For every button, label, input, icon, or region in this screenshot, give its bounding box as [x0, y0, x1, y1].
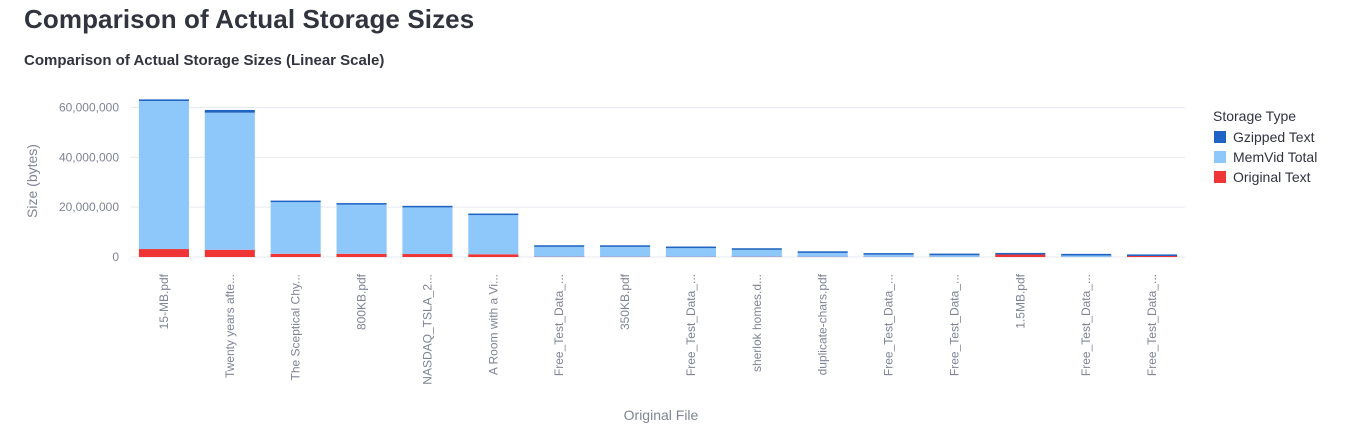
x-tick-label: A Room with a Vi...: [486, 274, 500, 375]
x-axis-ticks: 15-MB.pdf Twenty years afte... The Sceptic…: [157, 273, 1159, 384]
x-axis-title: Original File: [624, 407, 699, 423]
y-tick-label: 60,000,000: [59, 100, 119, 114]
bar-gzipped-text[interactable]: [1127, 254, 1178, 257]
x-tick-label: 15-MB.pdf: [157, 273, 171, 329]
bar-gzipped-text[interactable]: [1061, 253, 1112, 256]
x-tick-label: NASDAQ_TSLA_2...: [420, 274, 434, 385]
bar-memvid-total[interactable]: [402, 207, 453, 255]
y-axis-ticks: 0 20,000,000 40,000,000 60,000,000: [59, 100, 119, 264]
bar-original-text[interactable]: [468, 254, 519, 258]
bar-original-text[interactable]: [1127, 255, 1178, 258]
x-tick-label: Free_Test_Data_...: [1079, 274, 1093, 376]
x-tick-label: Free_Test_Data_...: [552, 274, 566, 376]
x-tick-label: The Sceptical Chy...: [289, 274, 303, 381]
legend-title: Storage Type: [1213, 108, 1296, 124]
y-tick-label: 20,000,000: [59, 200, 119, 214]
x-tick-label: duplicate-chars.pdf: [816, 273, 830, 375]
bar-memvid-total[interactable]: [863, 254, 914, 257]
bar-gzipped-text[interactable]: [797, 251, 848, 253]
bar-memvid-total[interactable]: [336, 204, 387, 254]
bar-gzipped-text[interactable]: [929, 253, 980, 256]
bar-memvid-total[interactable]: [929, 255, 980, 257]
x-tick-label: sherlok homes.d...: [750, 274, 764, 372]
bar-original-text[interactable]: [336, 253, 387, 258]
legend-item-label: MemVid Total: [1233, 149, 1317, 165]
legend: Storage Type Gzipped Text MemVid Total Ori…: [1213, 108, 1317, 185]
bar-memvid-total[interactable]: [534, 246, 585, 257]
legend-swatch: [1214, 151, 1226, 163]
bar-gzipped-text[interactable]: [270, 200, 321, 203]
legend-item-label: Original Text: [1233, 169, 1311, 185]
legend-swatch: [1214, 171, 1226, 183]
bar-gzipped-text[interactable]: [402, 205, 453, 208]
bar-original-text[interactable]: [270, 253, 321, 258]
bar-gzipped-text[interactable]: [336, 203, 387, 205]
legend-swatch: [1214, 131, 1226, 143]
x-tick-label: Twenty years afte...: [223, 274, 237, 378]
bar-original-text[interactable]: [204, 249, 255, 258]
x-tick-label: 800KB.pdf: [355, 273, 369, 330]
bar-gzipped-text[interactable]: [665, 246, 716, 249]
bar-memvid-total[interactable]: [797, 252, 848, 257]
y-axis-title: Size (bytes): [24, 144, 40, 218]
bar-original-text[interactable]: [402, 254, 453, 258]
bar-gzipped-text[interactable]: [995, 252, 1046, 255]
bar-memvid-total[interactable]: [270, 202, 321, 254]
page-title: Comparison of Actual Storage Sizes: [24, 4, 475, 34]
bar-original-text[interactable]: [995, 254, 1046, 258]
bars[interactable]: [138, 99, 1178, 258]
bar-gzipped-text[interactable]: [468, 213, 519, 216]
chart-title: Comparison of Actual Storage Sizes (Line…: [24, 52, 385, 69]
bar-memvid-total[interactable]: [1061, 255, 1112, 257]
y-tick-label: 0: [112, 250, 119, 264]
bar-original-text[interactable]: [138, 249, 189, 258]
x-tick-label: Free_Test_Data_...: [684, 274, 698, 376]
y-tick-label: 40,000,000: [59, 150, 119, 164]
x-tick-label: Free_Test_Data_...: [1145, 274, 1159, 376]
bar-gzipped-text[interactable]: [863, 253, 914, 255]
bar-memvid-total[interactable]: [665, 248, 716, 257]
bar-gzipped-text[interactable]: [600, 245, 651, 247]
x-tick-label: 1.5MB.pdf: [1013, 273, 1027, 328]
bar-memvid-total[interactable]: [731, 249, 782, 257]
bar-memvid-total[interactable]: [468, 215, 519, 255]
x-tick-label: 350KB.pdf: [618, 273, 632, 330]
bar-gzipped-text[interactable]: [731, 248, 782, 250]
x-tick-label: Free_Test_Data_...: [947, 274, 961, 376]
x-tick-label: Free_Test_Data_...: [882, 274, 896, 376]
bar-gzipped-text[interactable]: [204, 109, 255, 113]
bar-gzipped-text[interactable]: [138, 99, 189, 101]
bar-gzipped-text[interactable]: [534, 245, 585, 247]
bar-memvid-total[interactable]: [204, 112, 255, 250]
bar-memvid-total[interactable]: [600, 246, 651, 257]
bar-memvid-total[interactable]: [138, 100, 189, 250]
legend-item-label: Gzipped Text: [1233, 129, 1315, 145]
